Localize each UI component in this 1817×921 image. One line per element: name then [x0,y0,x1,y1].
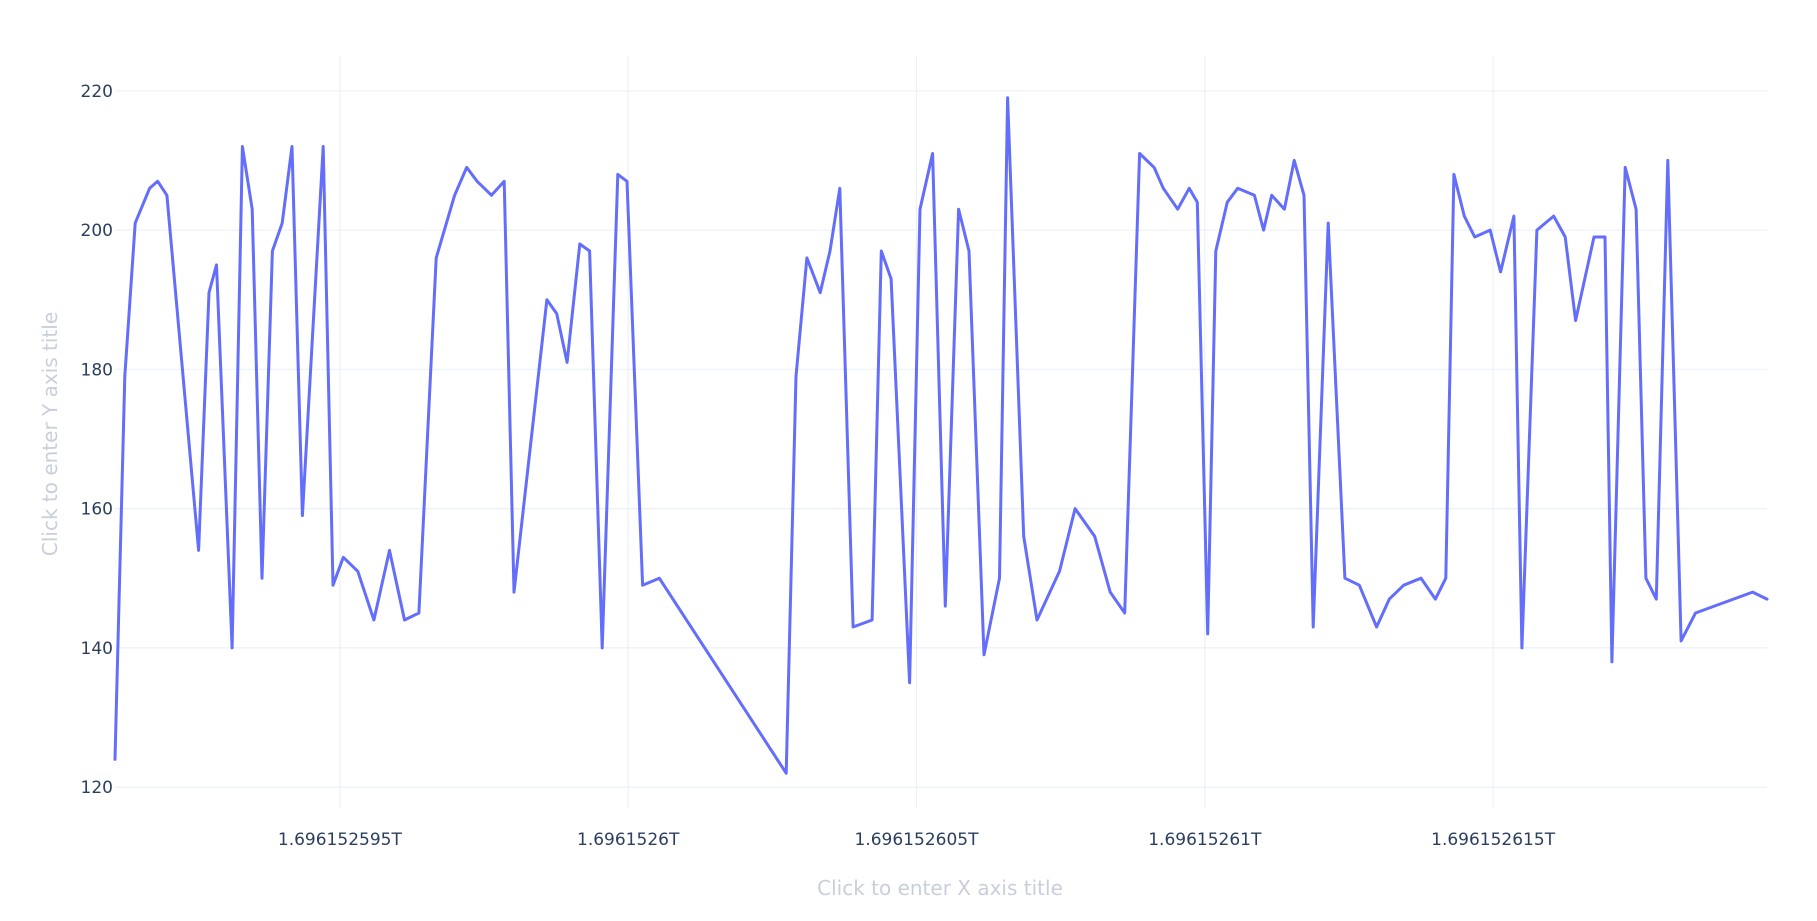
x-tick-labels: 1.696152595T 1.6961526T 1.696152605T 1.6961… [278,830,1556,850]
x-tick-label: 1.696152615T [1431,830,1556,850]
y-tick-label: 140 [81,639,113,659]
y-axis-title[interactable]: Click to enter Y axis title [38,312,62,556]
x-tick-label: 1.6961526T [577,830,680,850]
x-tick-label: 1.696152605T [855,830,980,850]
x-axis-title[interactable]: Click to enter X axis title [817,876,1063,900]
y-tick-label: 120 [81,778,113,798]
series-line[interactable] [113,96,1769,775]
y-tick-label: 180 [81,360,113,380]
x-tick-label: 1.696152595T [278,830,403,850]
x-tick-label: 1.69615261T [1148,830,1262,850]
y-tick-label: 220 [81,82,113,102]
y-tick-label: 200 [81,221,113,241]
y-tick-label: 160 [81,500,113,520]
series-layer [113,96,1769,775]
y-tick-labels: 120 140 160 180 200 220 [81,82,113,798]
